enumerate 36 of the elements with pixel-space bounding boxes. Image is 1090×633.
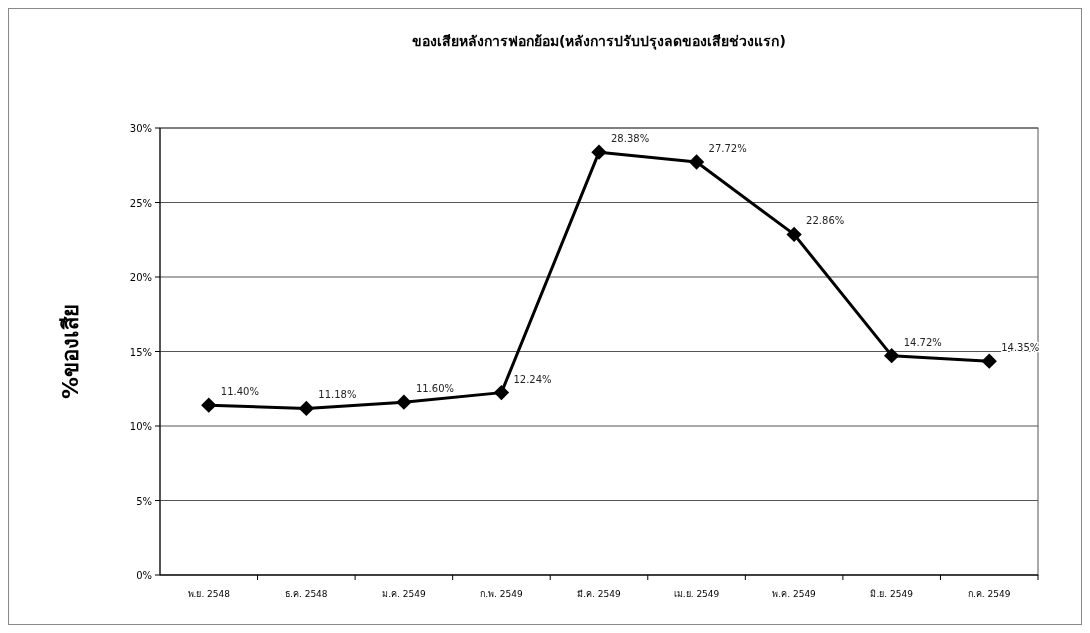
x-tick-label: พ.ย. 2548 bbox=[187, 589, 231, 599]
point bbox=[688, 154, 705, 170]
y-tick-label: 0% bbox=[136, 570, 152, 581]
data-label: 11.40% bbox=[220, 386, 259, 398]
point bbox=[591, 144, 607, 160]
x-tick-label: ม.ค. 2549 bbox=[382, 589, 426, 599]
data-label: 14.35% bbox=[1001, 342, 1040, 354]
x-tick-label: ธ.ค. 2548 bbox=[285, 589, 328, 599]
x-tick-label: มี.ค. 2549 bbox=[577, 589, 622, 599]
y-tick-label: 15% bbox=[129, 346, 152, 358]
y-tick-label: 20% bbox=[129, 272, 152, 283]
y-tick-label: 5% bbox=[136, 495, 152, 507]
data-label: 12.24% bbox=[513, 373, 552, 385]
data-label: 11.18% bbox=[318, 389, 357, 401]
data-label: 22.86% bbox=[806, 215, 845, 227]
x-tick-label: เม.ย. 2549 bbox=[673, 589, 720, 599]
chart-title: ของเสียหลังการฟอกย้อม(หลังการปรับปรุงลดของเสียช่วงแรก) bbox=[412, 33, 786, 50]
y-tick-label: 30% bbox=[129, 123, 152, 134]
point bbox=[884, 348, 900, 364]
point bbox=[493, 384, 510, 401]
data-label: 27.72% bbox=[708, 142, 747, 154]
data-label: 28.38% bbox=[611, 133, 650, 145]
x-tick-label: พ.ค. 2549 bbox=[772, 589, 817, 599]
x-tick-label: มิ.ย. 2549 bbox=[870, 589, 914, 599]
data-label: 11.60% bbox=[415, 383, 455, 395]
y-tick-label: 25% bbox=[129, 197, 152, 209]
point bbox=[981, 353, 997, 369]
point bbox=[298, 400, 314, 417]
x-tick-label: ก.พ. 2549 bbox=[480, 589, 523, 599]
point bbox=[201, 397, 217, 413]
point bbox=[396, 394, 412, 410]
point bbox=[786, 226, 802, 243]
y-axis-title: %ของเสีย bbox=[58, 303, 83, 400]
y-tick-label: 10% bbox=[129, 421, 152, 432]
x-tick-label: ก.ค. 2549 bbox=[967, 589, 1011, 599]
data-label: 14.72% bbox=[903, 336, 942, 348]
